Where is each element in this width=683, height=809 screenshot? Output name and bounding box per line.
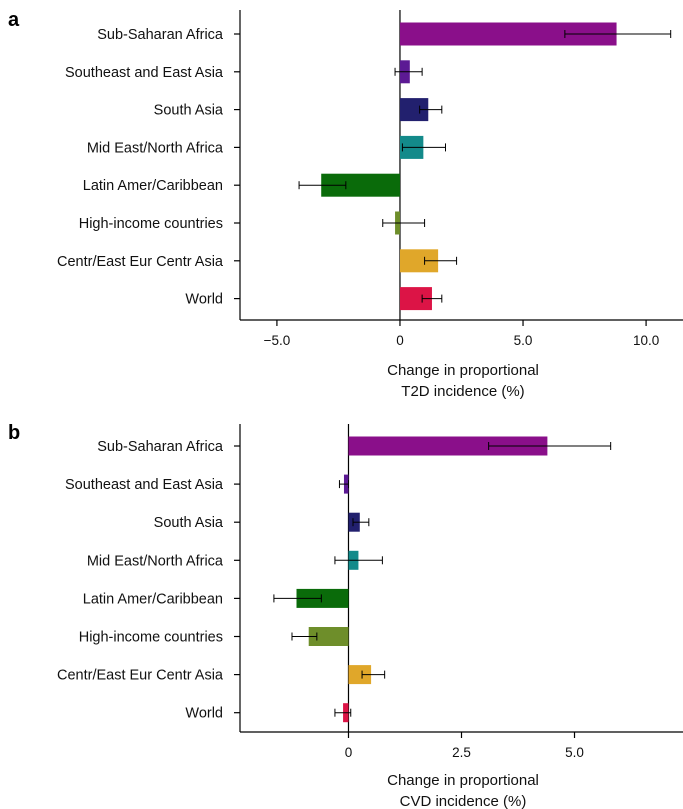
bar [348,436,548,456]
bar [348,665,372,685]
category-label: Sub-Saharan Africa [97,439,224,455]
category-label: South Asia [154,103,224,119]
bar [399,249,439,273]
category-label: World [185,706,223,722]
x-tick-label: 5.0 [514,333,533,348]
x-axis-title-line1: Change in proportional [387,362,539,379]
category-label: Mid East/North Africa [87,140,224,156]
category-label: Mid East/North Africa [87,553,224,569]
bar [399,98,429,122]
x-axis-title-line1: Change in proportional [387,772,539,789]
x-tick-label: 5.0 [565,745,584,760]
category-label: South Asia [154,515,224,531]
category-label: World [185,292,223,308]
category-label: Latin Amer/Caribbean [83,178,223,194]
category-label: Centr/East Eur Centr Asia [57,668,224,684]
x-tick-label: 10.0 [633,333,659,348]
x-axis-title-line2: CVD incidence (%) [400,793,527,809]
category-label: High-income countries [79,630,223,646]
bar [399,22,617,46]
panel-label: a [8,9,20,31]
category-label: Centr/East Eur Centr Asia [57,254,224,270]
bar [308,627,349,646]
category-label: Latin Amer/Caribbean [83,591,223,607]
x-tick-label: −5.0 [264,333,291,348]
bar [399,287,432,311]
x-tick-label: 2.5 [452,745,471,760]
category-label: Southeast and East Asia [65,65,224,81]
x-tick-label: 0 [345,745,353,760]
bar [321,173,400,197]
bar [296,588,349,608]
category-label: Southeast and East Asia [65,477,224,493]
panel-label: b [8,422,20,444]
category-label: Sub-Saharan Africa [97,27,224,43]
x-axis-title-line2: T2D incidence (%) [401,383,524,400]
category-label: High-income countries [79,216,223,232]
x-tick-label: 0 [396,333,404,348]
